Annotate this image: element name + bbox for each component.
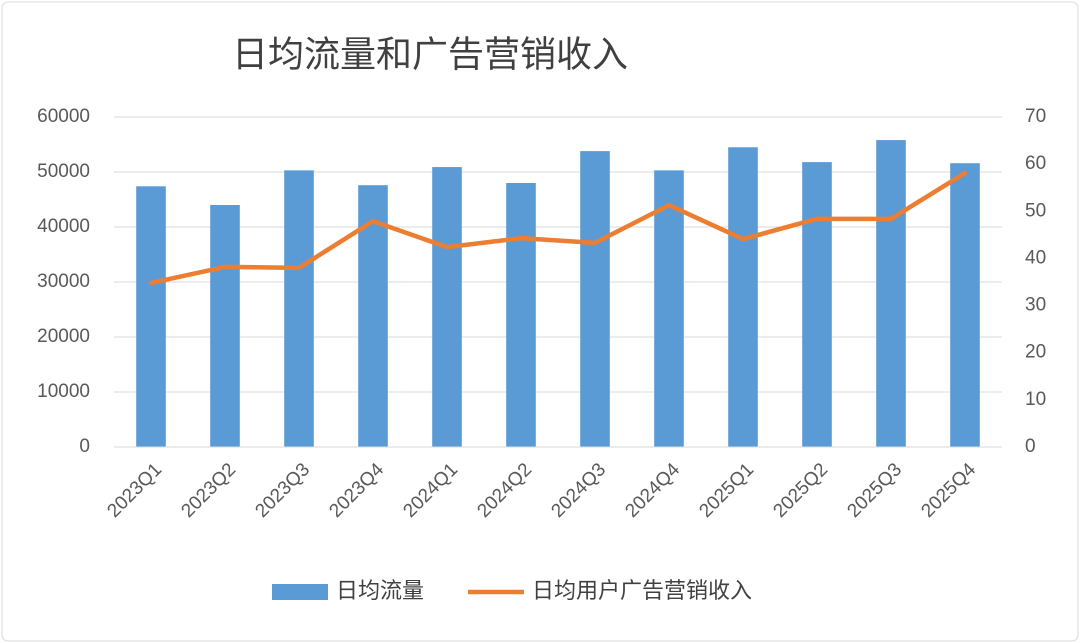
- bar: [136, 186, 166, 448]
- bar: [654, 170, 684, 447]
- y2-tick-label: 30: [1025, 295, 1046, 316]
- y-tick-label: 40000: [37, 216, 90, 237]
- y-tick-label: 10000: [37, 381, 90, 402]
- bar: [876, 140, 906, 447]
- y2-tick-label: 20: [1025, 342, 1046, 363]
- bar: [802, 162, 832, 447]
- legend-label: 日均流量: [336, 578, 424, 603]
- chart-title: 日均流量和广告营销收入: [232, 34, 628, 75]
- y-tick-label: 50000: [37, 161, 90, 182]
- y-tick-label: 30000: [37, 271, 90, 292]
- legend-label: 日均用户广告营销收入: [532, 578, 752, 603]
- y-tick-label: 60000: [37, 106, 90, 127]
- y2-tick-label: 60: [1025, 153, 1046, 174]
- bar: [210, 205, 240, 447]
- bar: [284, 170, 314, 447]
- y2-tick-label: 50: [1025, 200, 1046, 221]
- y2-tick-label: 0: [1025, 436, 1036, 457]
- y2-tick-label: 10: [1025, 389, 1046, 410]
- y2-tick-label: 70: [1025, 106, 1046, 127]
- bar: [432, 167, 462, 448]
- y-tick-label: 20000: [37, 326, 90, 347]
- legend-swatch: [272, 584, 328, 600]
- bar: [580, 151, 610, 447]
- y2-tick-label: 40: [1025, 247, 1046, 268]
- bar: [950, 163, 980, 447]
- bar: [506, 183, 536, 447]
- bar: [728, 147, 758, 447]
- y-tick-label: 0: [79, 436, 90, 457]
- line: [148, 170, 968, 286]
